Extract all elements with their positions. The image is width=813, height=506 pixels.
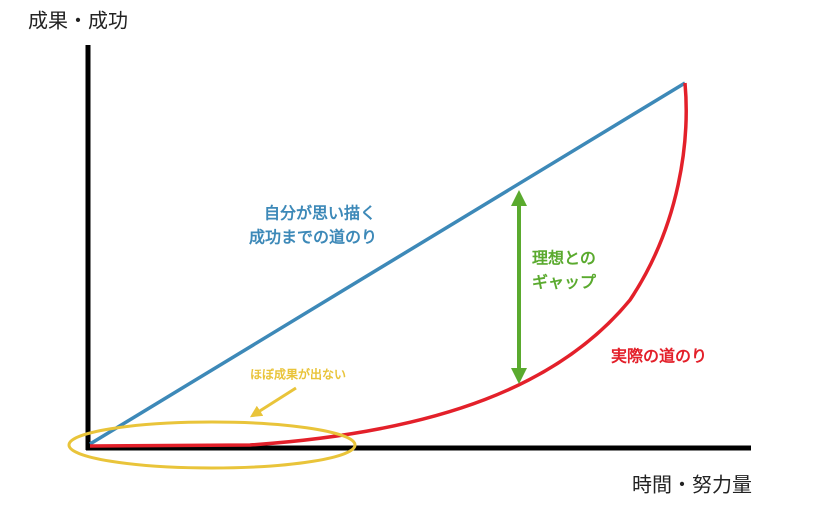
y-axis-label: 成果・成功 — [28, 9, 128, 33]
gap-label: 理想との — [532, 249, 596, 268]
ideal-label: 成功までの道のり — [249, 228, 377, 247]
ideal-line — [89, 81, 686, 446]
actual-label: 実際の道のり — [611, 347, 707, 366]
gap-label: ギャップ — [532, 273, 597, 292]
actual-curve — [89, 82, 688, 448]
no-results-label: ほぼ成果が出ない — [250, 367, 346, 382]
x-axis-label: 時間・努力量 — [632, 473, 752, 497]
ideal-label: 自分が思い描く — [264, 204, 376, 223]
pointer-arrow — [249, 386, 297, 418]
highlight-ellipse — [67, 420, 357, 470]
